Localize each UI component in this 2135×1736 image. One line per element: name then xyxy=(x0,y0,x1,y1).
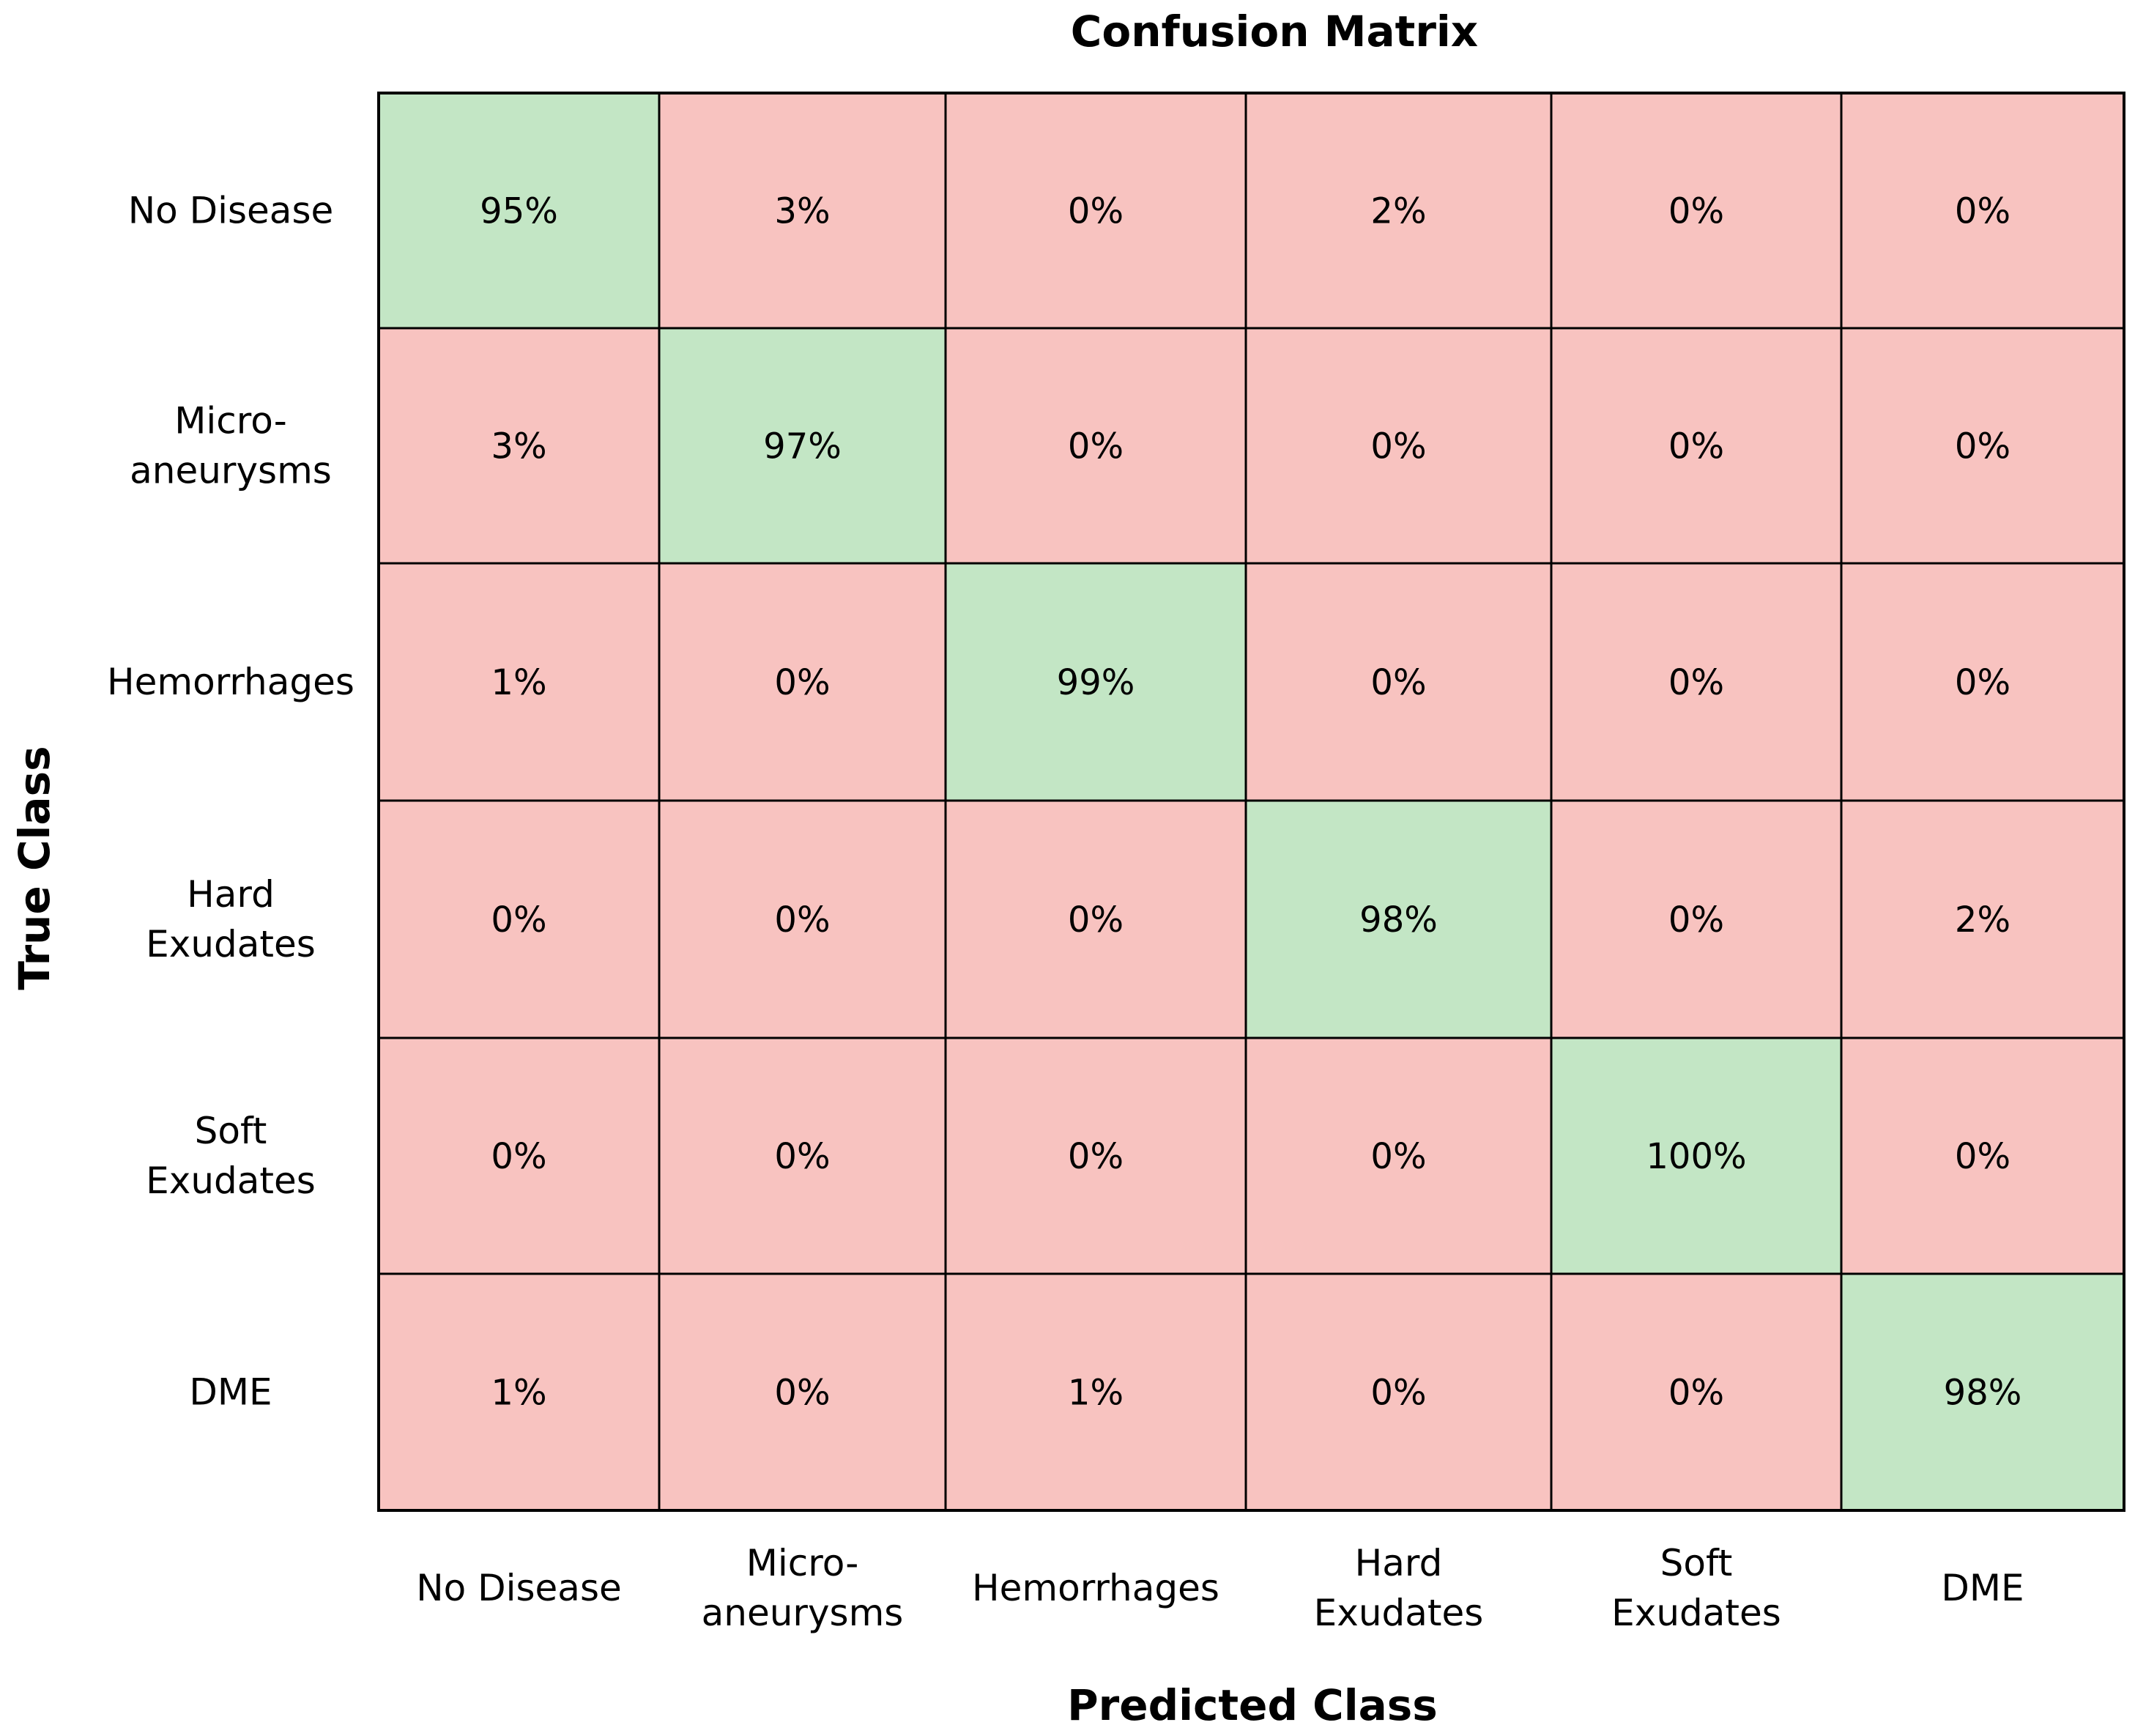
matrix-cell-r5-c4 xyxy=(1550,1272,1843,1512)
cell-value-r3-c1: 0% xyxy=(774,899,830,941)
y-tick-label-0: No Disease xyxy=(128,190,334,232)
matrix-cell-r2-c5 xyxy=(1840,562,2125,802)
matrix-cell-r3-c3 xyxy=(1244,799,1553,1039)
cell-value-r1-c5: 0% xyxy=(1955,426,2010,467)
matrix-cell-r4-c2 xyxy=(944,1036,1247,1275)
cell-value-r0-c1: 3% xyxy=(774,191,830,232)
y-tick-label-3: Hard Exudates xyxy=(146,873,316,965)
matrix-cell-r3-c4 xyxy=(1550,799,1843,1039)
cell-value-r4-c4: 100% xyxy=(1646,1136,1746,1177)
x-tick-label-4: Soft Exudates xyxy=(1611,1542,1781,1634)
y-tick-label-4: Soft Exudates xyxy=(146,1110,316,1202)
cell-value-r1-c4: 0% xyxy=(1668,426,1724,467)
cell-value-r2-c3: 0% xyxy=(1370,662,1426,703)
matrix-cell-r2-c1 xyxy=(658,562,947,802)
cell-value-r2-c4: 0% xyxy=(1668,662,1724,703)
matrix-cell-r4-c0 xyxy=(377,1036,661,1275)
cell-value-r1-c3: 0% xyxy=(1370,426,1426,467)
matrix-cell-r3-c2 xyxy=(944,799,1247,1039)
matrix-cell-r5-c0 xyxy=(377,1272,661,1512)
cell-value-r1-c2: 0% xyxy=(1068,426,1124,467)
matrix-cell-r4-c4 xyxy=(1550,1036,1843,1275)
cell-value-r5-c3: 0% xyxy=(1370,1373,1426,1414)
y-axis-label: True Class xyxy=(10,746,59,990)
matrix-cell-r0-c5 xyxy=(1840,92,2125,330)
cell-value-r4-c0: 0% xyxy=(491,1136,546,1177)
matrix-cell-r5-c5 xyxy=(1840,1272,2125,1512)
matrix-cell-r0-c0 xyxy=(377,92,661,330)
cell-value-r3-c2: 0% xyxy=(1068,899,1124,941)
cell-value-r4-c5: 0% xyxy=(1955,1136,2010,1177)
matrix-cell-r2-c0 xyxy=(377,562,661,802)
cell-value-r1-c0: 3% xyxy=(491,426,546,467)
y-tick-label-5: DME xyxy=(189,1371,272,1414)
cell-value-r5-c4: 0% xyxy=(1668,1373,1724,1414)
matrix-cell-r2-c3 xyxy=(1244,562,1553,802)
x-tick-label-1: Micro-aneurysms xyxy=(702,1542,904,1634)
cell-value-r3-c3: 98% xyxy=(1359,899,1438,941)
x-axis-tick-labels: No Disease Micro-aneurysms Hemorrhages Hard… xyxy=(416,1542,2024,1634)
matrix-cell-r2-c2 xyxy=(944,562,1247,802)
x-tick-label-2: Hemorrhages xyxy=(972,1567,1219,1609)
matrix-cell-r4-c3 xyxy=(1244,1036,1553,1275)
matrix-cell-r3-c0 xyxy=(377,799,661,1039)
matrix-cell-r2-c4 xyxy=(1550,562,1843,802)
cell-value-r2-c5: 0% xyxy=(1955,662,2010,703)
cell-value-r0-c5: 0% xyxy=(1955,191,2010,232)
y-tick-label-1: Micro-aneurysms xyxy=(130,400,332,492)
cell-value-r2-c0: 1% xyxy=(491,662,546,703)
x-axis-label: Predicted Class xyxy=(1067,1680,1438,1730)
cell-value-r5-c1: 0% xyxy=(774,1373,830,1414)
cell-value-r0-c3: 2% xyxy=(1370,191,1426,232)
matrix-cell-r0-c3 xyxy=(1244,92,1553,330)
cell-value-r5-c0: 1% xyxy=(491,1373,546,1414)
cell-value-r4-c3: 0% xyxy=(1370,1136,1426,1177)
cell-value-r0-c4: 0% xyxy=(1668,191,1724,232)
matrix-cell-r1-c3 xyxy=(1244,327,1553,565)
y-tick-label-2: Hemorrhages xyxy=(107,661,354,703)
cell-value-r0-c2: 0% xyxy=(1068,191,1124,232)
chart-title: Confusion Matrix xyxy=(1071,7,1478,56)
cell-value-r3-c4: 0% xyxy=(1668,899,1724,941)
cell-value-r5-c2: 1% xyxy=(1068,1373,1124,1414)
x-tick-label-3: Hard Exudates xyxy=(1314,1542,1484,1634)
matrix-cell-r0-c1 xyxy=(658,92,947,330)
cell-value-r3-c5: 2% xyxy=(1955,899,2010,941)
cell-value-r0-c0: 95% xyxy=(480,191,558,232)
cell-value-r1-c1: 97% xyxy=(763,426,842,467)
matrix-border xyxy=(377,92,2125,1512)
x-tick-label-5: DME xyxy=(1941,1567,2024,1609)
matrix-cell-r1-c5 xyxy=(1840,327,2125,565)
matrix-grid: 95% 3% 0% 2% 0% 0% 3% 97% 0% 0% 0% 0% 1% 0% 99% 0% 0% 0% 0… xyxy=(377,92,2125,1512)
x-tick-label-0: No Disease xyxy=(416,1567,622,1609)
cell-value-r5-c5: 98% xyxy=(1944,1373,2022,1414)
cell-value-r4-c2: 0% xyxy=(1068,1136,1124,1177)
matrix-cell-r0-c4 xyxy=(1550,92,1843,330)
matrix-cell-r3-c1 xyxy=(658,799,947,1039)
cell-value-r3-c0: 0% xyxy=(491,899,546,941)
cell-value-r2-c2: 99% xyxy=(1057,662,1135,703)
matrix-cell-r1-c1 xyxy=(658,327,947,565)
cell-value-r2-c1: 0% xyxy=(774,662,830,703)
cell-value-r4-c1: 0% xyxy=(774,1136,830,1177)
y-axis-tick-labels: No Disease Micro-aneurysms Hemorrhages Hard… xyxy=(107,190,354,1414)
